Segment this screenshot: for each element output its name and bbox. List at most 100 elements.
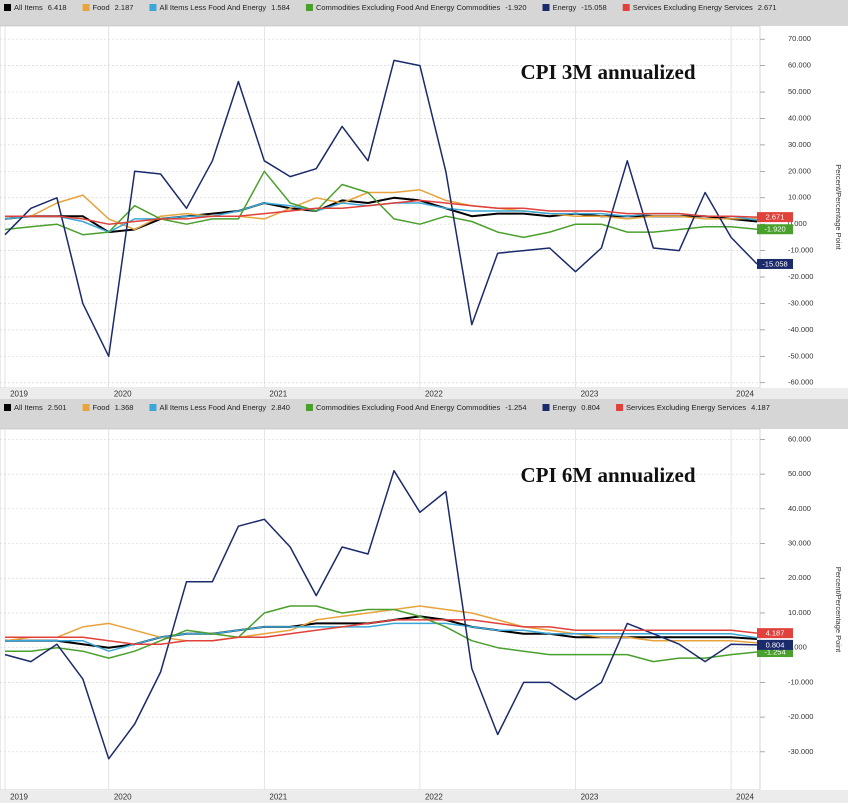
value-badge-label: 4.187 [766,629,785,638]
y-tick-label: 40.000 [788,113,811,122]
y-tick-label: 0.000 [788,219,807,228]
value-badge [757,639,793,650]
legend-entry: All Items 2.501 [4,403,67,412]
x-tick-label: 2022 [425,793,443,802]
legend-value: -1.920 [505,3,526,12]
value-badge-label: -1.920 [764,225,785,234]
legend-swatch [622,4,630,11]
legend-swatch [4,4,11,11]
y-tick-label: -20.000 [788,272,813,281]
y-tick-label: 0.000 [788,643,807,652]
legend-entry: All Items Less Food And Energy 1.584 [149,3,290,12]
y-tick-label: 30.000 [788,539,811,548]
legend-swatch [82,4,90,11]
legend-name: Commodities Excluding Food And Energy Co… [316,3,501,12]
legend-name: All Items Less Food And Energy [159,3,266,12]
x-tick-label: 2022 [425,390,443,399]
y-tick-label: 70.000 [788,34,811,43]
y-axis-label: Percent/Percentage Point [834,164,843,250]
legend-value: 1.368 [115,403,134,412]
legend-swatch [305,4,313,11]
y-tick-label: -60.000 [788,378,813,387]
y-tick-label: 10.000 [788,193,811,202]
legend-value: 0.804 [581,403,600,412]
legend-swatch [542,4,550,11]
y-tick-label: -20.000 [788,712,813,721]
legend-entry: Energy -15.058 [542,3,607,12]
x-tick-label: 2021 [269,793,287,802]
legend-name: Energy [553,3,577,12]
legend-swatch [149,4,157,11]
legend-entry: Commodities Excluding Food And Energy Co… [305,3,527,12]
y-tick-label: -50.000 [788,351,813,360]
legend-entry: Food 1.368 [82,403,134,412]
legend-name: All Items [14,403,43,412]
legend-entry: Services Excluding Energy Services 4.187 [616,403,770,412]
legend-name: All Items [14,3,43,12]
legend-entry: All Items Less Food And Energy 2.840 [149,403,290,412]
y-tick-label: -30.000 [788,747,813,756]
y-tick-label: -40.000 [788,325,813,334]
series-line [5,605,758,663]
legend-name: Services Excluding Energy Services [633,3,753,12]
legend-swatch [149,404,157,411]
legend-value: -1.254 [505,403,526,412]
chart-title: CPI 3M annualized [520,60,695,84]
legend-swatch [4,404,11,411]
legend-value: 2.187 [115,3,134,12]
y-tick-label: 10.000 [788,608,811,617]
value-badge-label: 2.671 [766,213,785,222]
legend-swatch [542,404,550,411]
legend-value: 2.671 [758,3,777,12]
y-tick-label: 60.000 [788,61,811,70]
value-badge [757,212,793,223]
legend-value: 2.501 [48,403,67,412]
legend-name: Food [93,403,110,412]
x-axis-band [0,388,848,399]
legend-name: Energy [553,403,577,412]
y-tick-label: -30.000 [788,298,813,307]
x-tick-label: 2019 [10,793,28,802]
legend-value: 2.840 [271,403,290,412]
y-tick-label: 20.000 [788,166,811,175]
series-line [4,59,758,358]
value-badge [757,628,793,639]
legend-entry: Energy 0.804 [542,403,600,412]
series-line [5,622,758,652]
plot-area [0,25,761,389]
legend-background [0,399,848,429]
series-line [4,469,758,760]
legend-value: 1.584 [271,3,290,12]
value-badge [757,647,793,658]
y-tick-label: 30.000 [788,140,811,149]
x-tick-label: 2023 [581,793,599,802]
y-tick-label: 60.000 [788,434,811,443]
legend-entry: Commodities Excluding Food And Energy Co… [305,403,527,412]
series-line [5,619,758,645]
x-axis-band [0,790,848,803]
legend-name: Services Excluding Energy Services [626,403,746,412]
value-badge-label: -1.254 [764,648,785,657]
legend-swatch [82,404,90,411]
x-tick-label: 2024 [736,390,754,399]
legend-name: Commodities Excluding Food And Energy Co… [316,403,501,412]
legend-entry: Food 2.187 [82,3,134,12]
y-tick-label: -10.000 [788,246,813,255]
x-tick-label: 2019 [10,390,28,399]
legend-name: All Items Less Food And Energy [159,403,266,412]
x-tick-label: 2020 [114,390,132,399]
legend-entry: Services Excluding Energy Services 2.671 [622,3,777,12]
y-axis-label: Percent/Percentage Point [834,567,843,653]
y-tick-label: 50.000 [788,469,811,478]
legend-swatch [616,404,624,411]
x-tick-label: 2023 [581,390,599,399]
legend-name: Food [93,3,110,12]
value-badge [757,224,793,235]
value-badge-label: -15.058 [762,259,787,268]
value-badge-label: 0.804 [766,640,785,649]
series-line [4,170,758,239]
legend-entry: All Items 6.418 [4,3,67,12]
y-tick-label: 40.000 [788,504,811,513]
x-tick-label: 2021 [269,390,287,399]
